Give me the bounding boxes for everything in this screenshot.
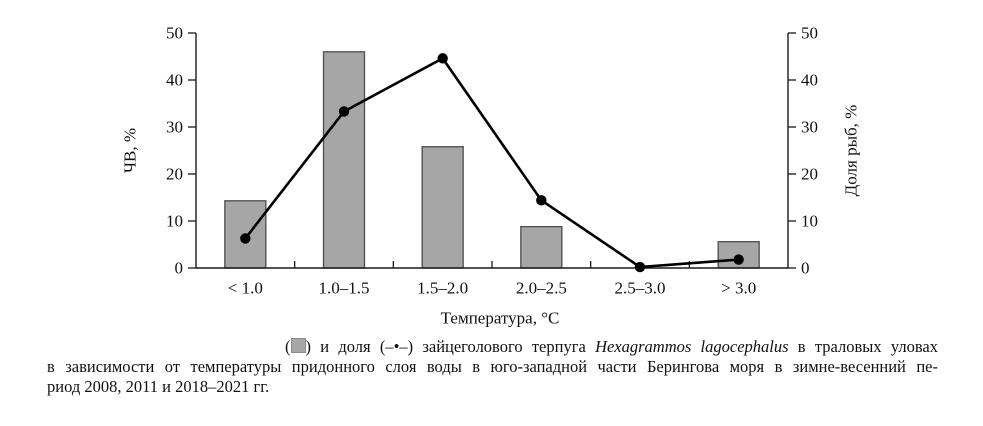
x-tick-label: 1.5–2.0 (417, 279, 468, 298)
figure-caption: ( ) и доля (–•–) зайцеголового терпуга He… (47, 337, 938, 397)
y-tick-label-right: 10 (801, 212, 818, 231)
y-axis-title-right: Доля рыб, % (842, 105, 861, 197)
x-tick-label: > 3.0 (721, 279, 756, 298)
line-marker (338, 106, 350, 117)
x-tick-label: 1.0–1.5 (319, 279, 370, 298)
caption-line-3: риод 2008, 2011 и 2018–2021 гг. (47, 377, 270, 396)
line-marker (437, 53, 448, 64)
caption-text: ( (285, 337, 291, 356)
y-tick-label-left: 40 (166, 71, 183, 90)
y-tick-label-left: 30 (166, 118, 183, 137)
caption-line-2: в зависимости от температуры придонного … (47, 357, 938, 376)
caption-text: в траловых уловах (788, 337, 938, 356)
y-tick-label-left: 10 (166, 212, 183, 231)
caption-text: ) и доля (–•–) зайцеголового терпуга (305, 337, 596, 356)
caption-line-1: ( ) и доля (–•–) зайцеголового терпуга He… (285, 337, 938, 357)
x-tick-label: 2.5–3.0 (615, 279, 666, 298)
bar (520, 225, 563, 269)
species-name: Hexagrammos lagocephalus (595, 337, 789, 356)
combo-chart: 0 0 10 10 20 20 30 30 40 40 50 50 < 1.0 1.0–1.5 1.5–2.… (121, 24, 861, 328)
line-marker (240, 233, 251, 244)
x-tick-label: < 1.0 (228, 279, 263, 298)
x-tick-label: 2.0–2.5 (516, 279, 567, 298)
y-tick-label-left: 50 (166, 24, 183, 43)
line-marker (733, 254, 744, 265)
y-tick-label-right: 40 (801, 71, 818, 90)
trend-line (244, 56, 739, 269)
y-tick-label-right: 20 (801, 165, 818, 184)
y-tick-label-left: 20 (166, 165, 183, 184)
line-marker (634, 261, 646, 273)
y-tick-label-right: 30 (801, 118, 818, 137)
y-tick-label-right: 50 (801, 24, 818, 43)
bar (421, 146, 464, 269)
y-axis-title-left: ЧВ, % (121, 128, 140, 173)
y-tick-label-right: 0 (801, 259, 810, 278)
y-tick-label-left: 0 (175, 259, 184, 278)
bar-legend-swatch (290, 338, 306, 353)
bar (322, 51, 366, 269)
line-marker (536, 195, 547, 206)
x-axis-title: Температура, °C (441, 309, 560, 328)
